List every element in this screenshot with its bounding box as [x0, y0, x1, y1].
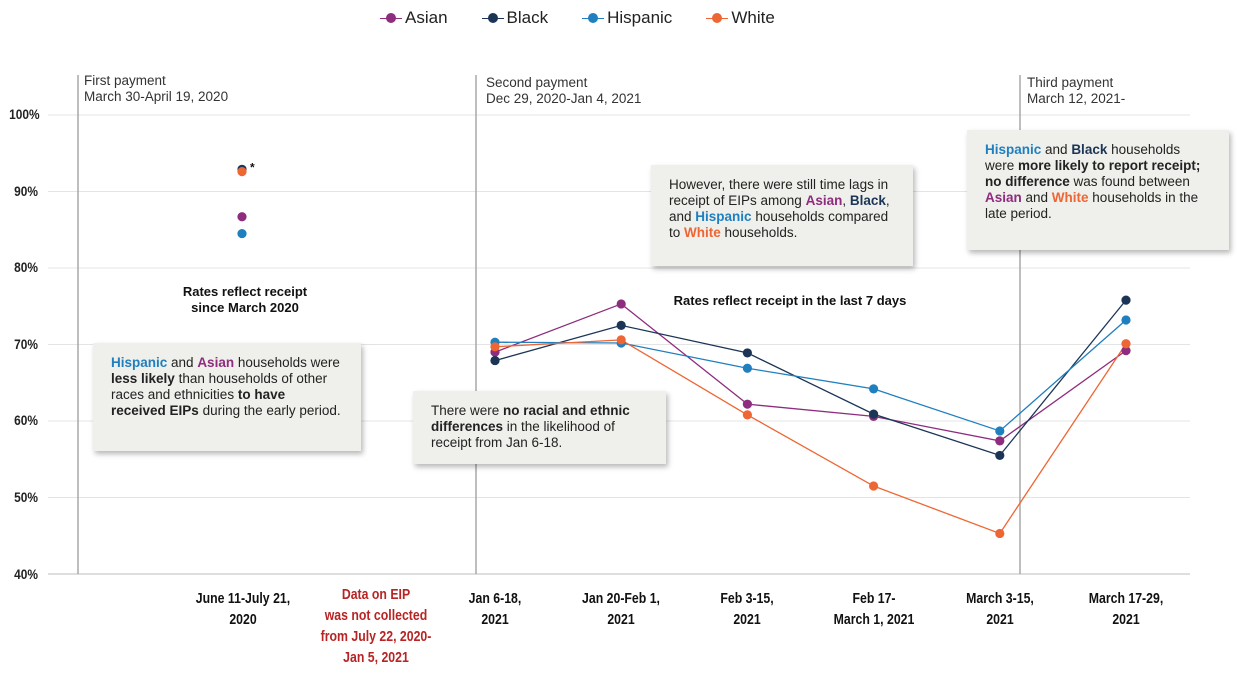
- data-point-white: [995, 528, 1005, 539]
- data-point-asian: [616, 299, 626, 309]
- data-point-black: [995, 450, 1005, 461]
- data-point-hispanic: [995, 426, 1005, 436]
- series-line-white: [494, 339, 1127, 535]
- x-tick-label: Jan 20-Feb 1, 2021: [582, 590, 660, 628]
- legend-marker-white: [706, 10, 729, 26]
- data-point-white: [490, 342, 500, 352]
- y-tick-label: 70%: [14, 336, 39, 352]
- y-tick-label: 80%: [14, 259, 39, 275]
- data-point-hispanic: [742, 363, 753, 373]
- legend-label-asian: Asian: [405, 8, 448, 27]
- annotation-time-lags: However, there were still time lags in r…: [651, 165, 913, 266]
- series-line-asian: [494, 303, 1127, 442]
- legend-label-white: White: [731, 8, 775, 27]
- x-tick-label: March 3-15, 2021: [966, 590, 1034, 628]
- phase-title: Third payment: [1027, 75, 1114, 90]
- legend-item-asian: Asian: [380, 6, 448, 30]
- legend-item-hispanic: Hispanic: [582, 6, 672, 30]
- significance-asterisk: *: [250, 160, 255, 174]
- y-tick-label: 60%: [14, 412, 39, 428]
- phase-dates: March 30-April 19, 2020: [84, 89, 229, 104]
- note-late-rates: Rates reflect receipt in the last 7 days: [673, 293, 907, 308]
- data-point-black: [1121, 295, 1131, 305]
- y-tick-label: 50%: [14, 489, 39, 505]
- data-point-asian: [742, 399, 753, 409]
- data-point-black: [616, 320, 626, 330]
- data-point-early-white: [237, 167, 247, 177]
- phase-dates: Dec 29, 2020-Jan 4, 2021: [486, 91, 642, 106]
- phase-first-payment: First payment March 30-April 19, 2020: [84, 73, 228, 105]
- x-tick-label: March 17-29, 2021: [1088, 590, 1164, 628]
- y-tick-label: 40%: [14, 566, 39, 582]
- legend: Asian Black Hispanic White: [380, 6, 775, 30]
- data-point-early-asian: [237, 212, 247, 222]
- data-point-hispanic: [1121, 315, 1131, 325]
- legend-item-white: White: [706, 6, 775, 30]
- data-gap-label: Data on EIP was not collected from July 22…: [320, 586, 432, 666]
- data-point-white: [742, 410, 753, 420]
- phase-title: Second payment: [486, 75, 588, 90]
- phase-dates: March 12, 2021-: [1027, 91, 1126, 106]
- data-point-black: [490, 355, 500, 366]
- x-tick-label: June 11-July 21, 2020: [195, 590, 291, 628]
- legend-marker-black: [481, 10, 504, 26]
- annotation-early-period: Hispanic and Asian households were less …: [93, 343, 361, 451]
- data-point-early-hispanic: [237, 228, 247, 239]
- x-tick-label: Feb 17- March 1, 2021: [833, 590, 915, 628]
- y-tick-label: 90%: [14, 183, 39, 199]
- series-line-hispanic: [494, 319, 1127, 432]
- data-point-white: [1121, 339, 1131, 349]
- legend-marker-asian: [380, 10, 402, 26]
- legend-label-hispanic: Hispanic: [607, 8, 673, 27]
- x-tick-label: Feb 3-15, 2021: [720, 590, 774, 628]
- data-point-white: [869, 481, 879, 491]
- phase-title: First payment: [84, 73, 166, 88]
- x-tick-label: Jan 6-18, 2021: [468, 590, 522, 628]
- data-point-black: [742, 348, 753, 358]
- data-point-hispanic: [869, 384, 879, 394]
- note-early-rates: Rates reflect receipt since March 2020: [182, 284, 308, 315]
- y-tick-label: 100%: [9, 106, 40, 122]
- data-point-asian: [1121, 346, 1131, 356]
- data-point-black: [869, 409, 879, 419]
- data-point-white: [616, 335, 626, 345]
- annotation-jan-period: There were no racial and ethnic differen…: [413, 391, 666, 464]
- phase-second-payment: Second payment Dec 29, 2020-Jan 4, 2021: [486, 75, 641, 107]
- series-line-black: [494, 299, 1127, 457]
- phase-third-payment: Third payment March 12, 2021-: [1027, 75, 1125, 107]
- legend-marker-hispanic: [582, 10, 605, 26]
- annotation-late-period: Hispanic and Black households were more …: [967, 130, 1229, 250]
- legend-item-black: Black: [481, 6, 549, 30]
- legend-label-black: Black: [506, 8, 549, 27]
- data-point-asian: [995, 436, 1005, 446]
